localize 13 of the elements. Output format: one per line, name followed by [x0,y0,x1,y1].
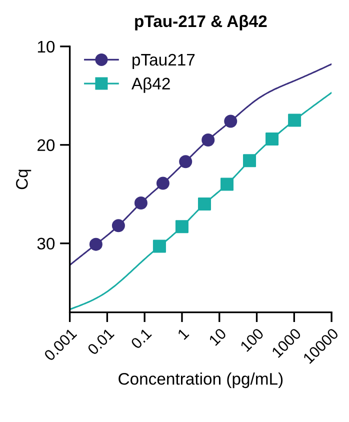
x-tick-label: 0.01 [86,328,115,356]
y-axis-title: Cq [16,170,32,190]
legend-label: Aβ42 [132,77,170,93]
y-tick-label: 20 [38,139,55,152]
x-tick-label: 10 [208,328,227,346]
legend-label: pTau217 [132,54,195,69]
y-tick-label: 30 [37,238,55,250]
y-tick-label: 10 [38,40,55,53]
x-tick-label: 100 [240,328,264,352]
chart-title: pTau-217 & Aβ42 [135,14,267,30]
x-axis-title: Concentration (pg/mL) [118,372,283,388]
x-tick-label: 1 [177,328,190,340]
x-tick-label: 0.1 [130,328,152,350]
